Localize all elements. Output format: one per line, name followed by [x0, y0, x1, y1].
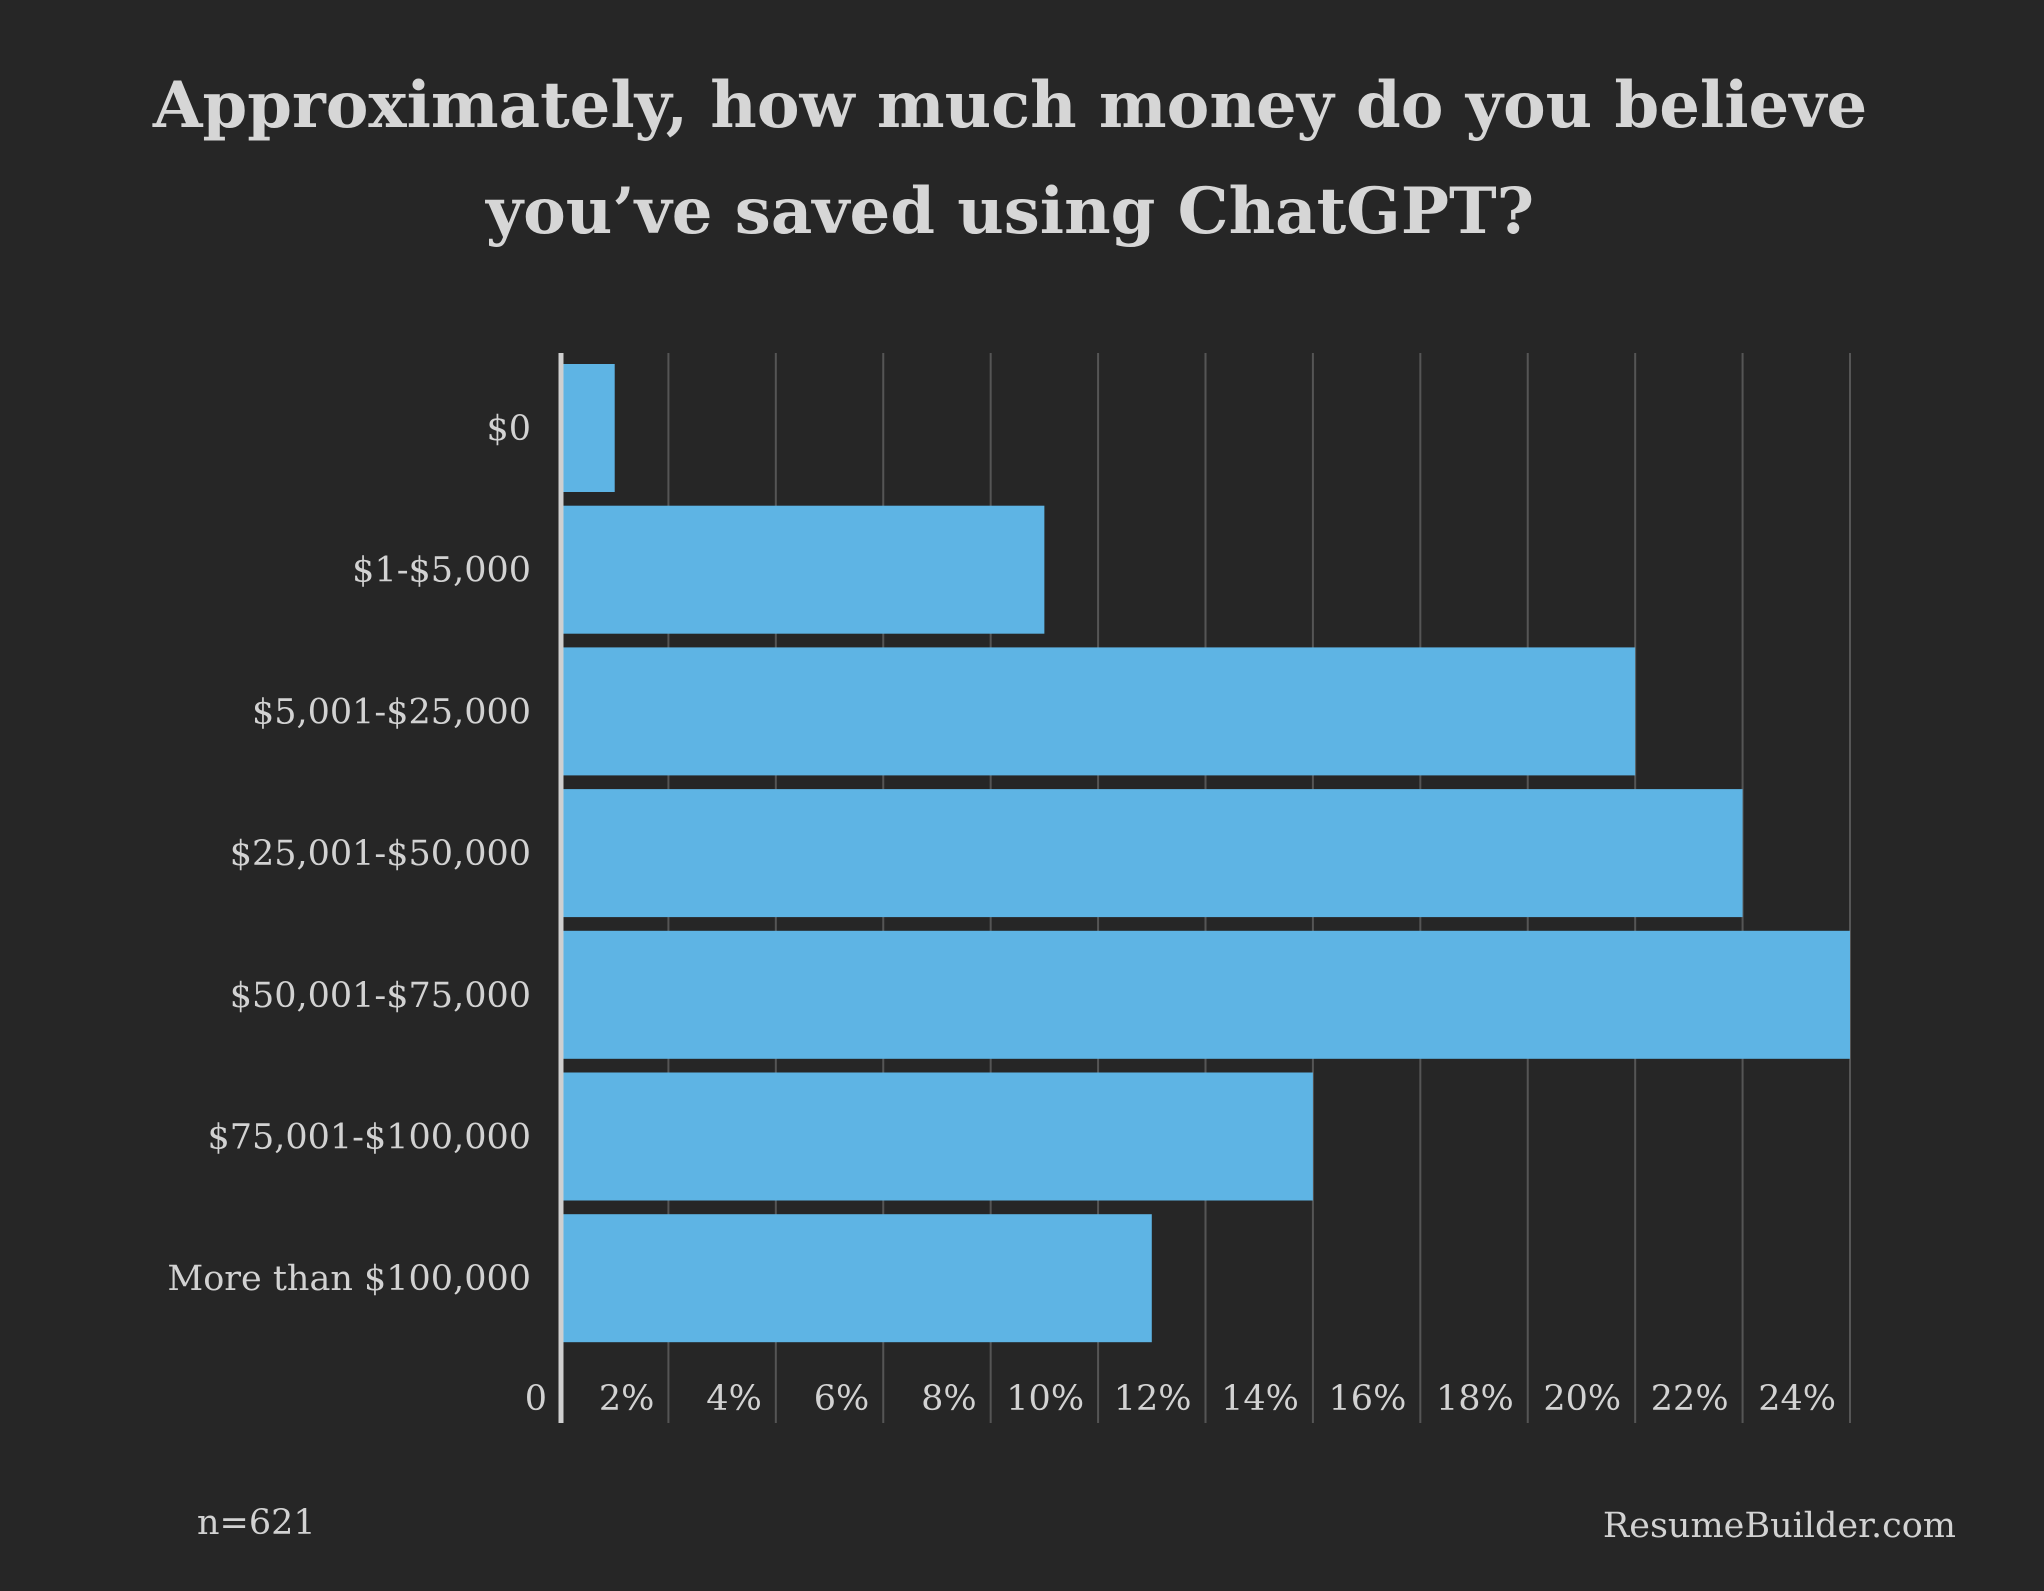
bar-4: [563, 930, 1850, 1059]
x-tick-label-4: 4%: [706, 1379, 762, 1419]
source-credit: ResumeBuilder.com: [1603, 1506, 1956, 1546]
category-label-3: $25,001-$50,000: [230, 834, 531, 874]
x-tick-label-14: 14%: [1221, 1379, 1299, 1419]
x-tick-label-12: 12%: [1114, 1379, 1192, 1419]
category-label-2: $5,001-$25,000: [252, 692, 531, 732]
bar-0: [563, 364, 615, 492]
bar-3: [563, 789, 1743, 918]
x-tick-label-20: 20%: [1543, 1379, 1621, 1419]
x-tick-label-0: 0: [525, 1379, 547, 1419]
x-tick-label-10: 10%: [1006, 1379, 1084, 1419]
category-label-5: $75,001-$100,000: [207, 1118, 531, 1158]
bar-2: [563, 647, 1636, 776]
x-tick-label-8: 8%: [921, 1379, 977, 1419]
bar-1: [563, 505, 1045, 634]
bar-5: [563, 1072, 1313, 1201]
category-labels: $0 $1-$5,000 $5,001-$25,000 $25,001-$50,000…: [167, 409, 531, 1299]
category-label-0: $0: [486, 409, 531, 449]
x-tick-label-22: 22%: [1651, 1379, 1729, 1419]
x-tick-labels: 0 2% 4% 6% 8% 10% 12% 14% 16% 18% 20% 22% 24%: [525, 1379, 1836, 1419]
category-label-1: $1-$5,000: [352, 551, 531, 591]
bar-6: [563, 1214, 1152, 1343]
sample-size-note: n=621: [197, 1503, 316, 1543]
x-tick-label-6: 6%: [814, 1379, 870, 1419]
chart-title-line-1: Approximately, how much money do you bel…: [152, 68, 1867, 143]
x-tick-label-2: 2%: [599, 1379, 655, 1419]
x-tick-label-18: 18%: [1436, 1379, 1514, 1419]
x-tick-label-16: 16%: [1329, 1379, 1407, 1419]
category-label-4: $50,001-$75,000: [230, 976, 531, 1016]
bars: [563, 364, 1850, 1343]
category-label-6: More than $100,000: [167, 1259, 531, 1299]
chart-title-line-2: you’ve saved using ChatGPT?: [485, 174, 1534, 249]
x-tick-label-24: 24%: [1758, 1379, 1836, 1419]
